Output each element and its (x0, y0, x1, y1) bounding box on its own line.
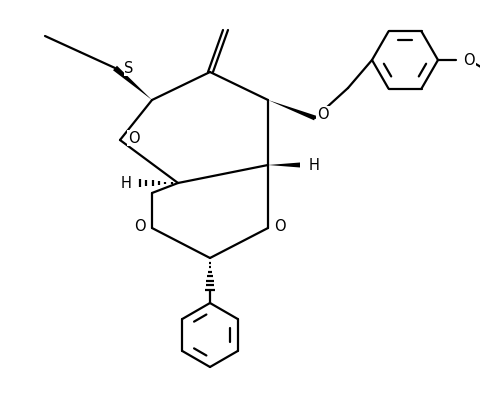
Polygon shape (113, 66, 152, 100)
Text: H: H (309, 158, 319, 173)
Polygon shape (268, 100, 316, 120)
Text: O: O (274, 218, 286, 233)
Text: O: O (128, 130, 140, 145)
Text: O: O (463, 53, 475, 68)
Text: O: O (317, 107, 329, 122)
Text: S: S (124, 60, 134, 75)
Polygon shape (268, 162, 300, 167)
Text: O: O (134, 218, 146, 233)
Text: H: H (120, 175, 132, 190)
